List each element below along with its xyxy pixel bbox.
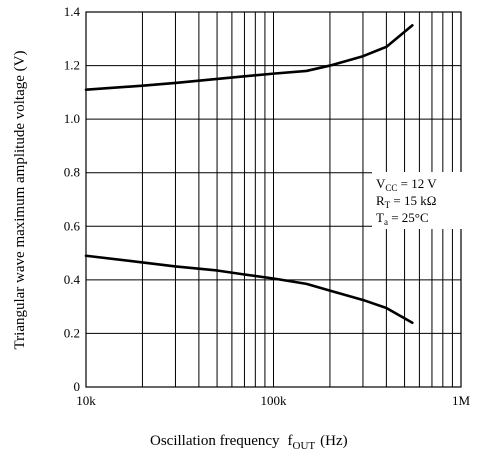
y-tick-label: 1.0 [64, 111, 80, 126]
x-axis-label: Oscillation frequency fOUT (Hz) [150, 433, 348, 452]
y-tick-label: 0.8 [64, 165, 80, 180]
condition-vcc: VCC = 12 V [376, 176, 437, 193]
series-line-2 [84, 254, 414, 325]
conditions-box [372, 172, 463, 229]
condition-ta: Ta = 25°C [376, 210, 429, 227]
x-tick-label: 1M [452, 393, 471, 408]
tick-layer: 10k 100k 1M 0 0.2 0.4 0.6 0.8 1.0 1.2 1.4 [64, 4, 471, 408]
x-tick-label: 100k [261, 393, 288, 408]
y-tick-label: 0 [74, 379, 81, 394]
y-tick-label: 1.4 [64, 4, 81, 19]
y-tick-label: 0.2 [64, 325, 80, 340]
series-line-1 [84, 24, 414, 91]
series-layer [84, 24, 414, 325]
y-tick-label: 0.4 [64, 272, 81, 287]
x-tick-label: 10k [76, 393, 96, 408]
y-axis-label: Triangular wave maximum amplitude voltag… [12, 51, 28, 350]
y-tick-label: 0.6 [64, 218, 81, 233]
y-tick-label: 1.2 [64, 58, 80, 73]
condition-rt: RT = 15 kΩ [376, 193, 436, 210]
